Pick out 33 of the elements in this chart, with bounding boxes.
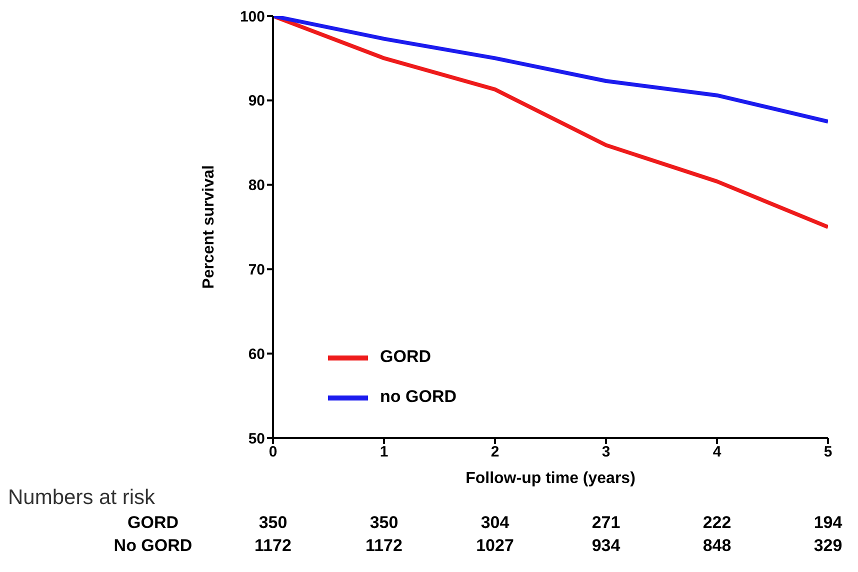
y-tick-label: 90 xyxy=(248,92,265,110)
text: 222 xyxy=(702,513,732,533)
x-tick-label: 5 xyxy=(824,444,832,461)
y-tick-label: 70 xyxy=(248,262,265,279)
text: 934 xyxy=(590,536,622,556)
text: 1172 xyxy=(254,536,292,556)
y-tick-label: 60 xyxy=(248,346,265,363)
legend-label: GORD xyxy=(380,347,431,366)
x-tick-label: 0 xyxy=(268,444,278,461)
line-series xyxy=(273,16,828,124)
text: 194 xyxy=(812,513,844,533)
text: 329 xyxy=(812,536,844,556)
x-tick-label: 1 xyxy=(380,444,388,461)
line-series xyxy=(273,16,828,229)
y-tick-label: 80 xyxy=(248,177,265,194)
text: 350 xyxy=(368,513,400,533)
text: 271 xyxy=(590,513,622,533)
text: 1172 xyxy=(364,536,404,556)
x-axis-title: Follow-up time (years) xyxy=(466,470,636,487)
text: 848 xyxy=(702,536,732,556)
text: 304 xyxy=(480,513,510,533)
y-axis-title: Percent survival xyxy=(200,165,218,289)
text: GORD xyxy=(126,513,180,533)
x-tick-label: 2 xyxy=(490,444,500,461)
x-tick-label: 3 xyxy=(602,444,610,461)
y-tick-label: 50 xyxy=(248,430,265,448)
x-tick-label: 4 xyxy=(712,444,722,461)
y-tick-label: 100 xyxy=(240,8,265,26)
text: No GORD xyxy=(112,536,194,556)
text: 1027 xyxy=(475,536,515,556)
text: Numbers at risk xyxy=(8,486,156,510)
text: 350 xyxy=(258,513,288,533)
legend-label: no GORD xyxy=(380,387,456,406)
